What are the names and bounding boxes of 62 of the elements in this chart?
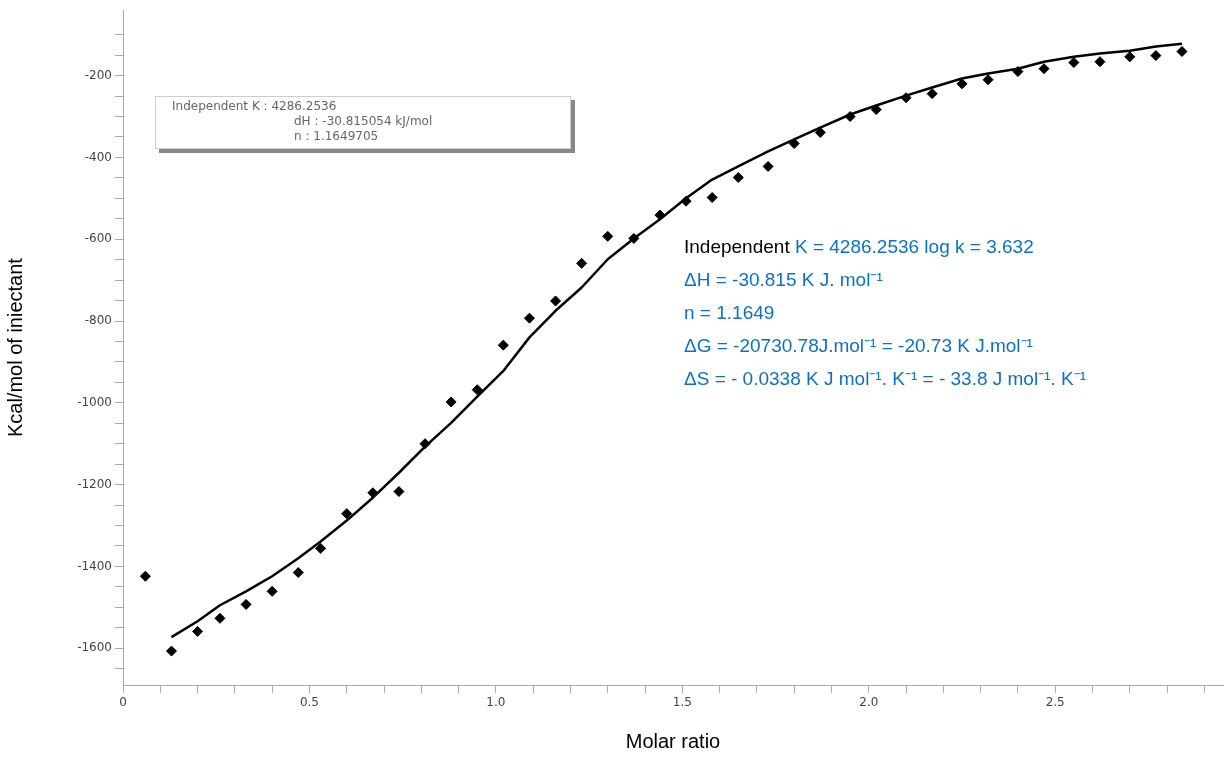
point (1012, 66, 1024, 78)
y-tick-label: -1400 (77, 558, 112, 573)
point (732, 171, 744, 183)
annotation: Independent K : 4286.2536 (172, 99, 338, 114)
point (680, 195, 692, 207)
point (550, 295, 562, 307)
point (1124, 51, 1136, 63)
point (445, 396, 457, 408)
point (956, 78, 968, 90)
point (471, 384, 483, 396)
point (1176, 46, 1188, 58)
point (1150, 50, 1162, 62)
y-tick-label: -800 (84, 313, 112, 328)
point (214, 612, 226, 624)
point (602, 230, 614, 242)
point (926, 88, 938, 100)
y-tick-label: -600 (84, 231, 112, 246)
y-tick-label: -400 (84, 149, 112, 164)
point (1094, 56, 1106, 68)
annotation: ΔS = - 0.0338 K J mol⁻¹. K⁻¹ = - 33.8 J mol⁻¹. K⁻¹ (684, 367, 1087, 391)
point (341, 508, 353, 520)
annotation: ΔH = -30.815 K J. mol⁻¹ (684, 268, 884, 292)
point (497, 339, 509, 351)
point (419, 438, 431, 450)
point (762, 160, 774, 172)
x-tick-label: 1.0 (486, 695, 506, 710)
point (1068, 57, 1080, 69)
point (870, 104, 882, 116)
point (900, 92, 912, 104)
x-tick-label: 1.5 (672, 695, 692, 710)
point (523, 312, 535, 324)
point (844, 111, 856, 123)
point (628, 232, 640, 244)
point (139, 570, 151, 582)
x-tick-label: 2.0 (859, 695, 879, 710)
point (315, 542, 327, 554)
y-axis-title: Kcal/mol of iniectant (3, 257, 26, 438)
annotation: n = 1.1649 (684, 301, 776, 325)
x-tick-label: 0 (119, 695, 127, 710)
point (292, 567, 304, 579)
point (654, 209, 666, 221)
annotation: dH : -30.815054 kJ/mol (293, 114, 434, 129)
point (576, 257, 588, 269)
y-tick-label: -1000 (77, 394, 112, 409)
point (788, 138, 800, 150)
point (1038, 63, 1050, 75)
annotation: Independent K = 4286.2536 log k = 3.632 (684, 235, 1035, 259)
point (192, 625, 204, 637)
point (706, 192, 718, 204)
y-tick-label: -1600 (77, 640, 112, 655)
point (266, 585, 278, 597)
point (982, 74, 994, 86)
point (165, 645, 177, 657)
point (240, 598, 252, 610)
y-tick-label: -1200 (77, 476, 112, 491)
annotation: n : 1.1649705 (293, 129, 380, 144)
y-tick-label: -200 (84, 67, 112, 82)
x-axis-title: Molar ratio (625, 729, 721, 752)
x-tick-label: 0.5 (299, 695, 319, 710)
point (393, 486, 405, 498)
annotation: ΔG = -20730.78J.mol⁻¹ = -20.73 K J.mol⁻¹ (684, 334, 1034, 358)
x-tick-label: 2.5 (1045, 695, 1065, 710)
